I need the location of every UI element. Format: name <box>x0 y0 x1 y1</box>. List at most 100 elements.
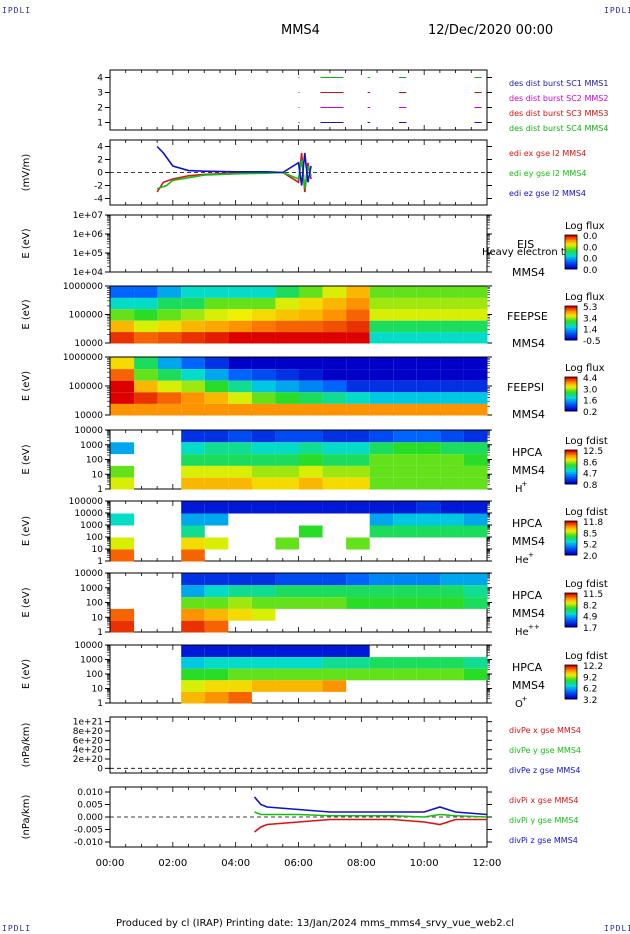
y-tick-label: -4 <box>94 195 103 205</box>
heatmap-cell <box>322 454 347 466</box>
y-tick-label: 100 <box>86 456 103 466</box>
colorbar-swatch <box>565 329 577 332</box>
heatmap-cell <box>299 465 323 478</box>
heatmap-cell <box>393 513 417 526</box>
heatmap-cell <box>369 430 394 443</box>
heatmap-cell <box>463 477 488 490</box>
heatmap-cell <box>134 286 158 298</box>
colorbar-swatch <box>565 695 577 698</box>
heatmap-cell <box>275 465 299 478</box>
heatmap-cell <box>416 369 441 381</box>
colorbar-swatch <box>565 245 577 248</box>
y-tick-label: 0 <box>97 169 103 179</box>
colorbar-swatch <box>565 451 577 454</box>
heatmap-cell <box>299 442 323 455</box>
legend-entry: des dist burst SC2 MMS2 <box>509 94 608 103</box>
heatmap-cell <box>393 477 417 490</box>
heatmap-cell <box>393 309 417 321</box>
heatmap-cell <box>204 286 229 298</box>
heatmap-cell <box>110 465 135 478</box>
heatmap-cell <box>157 332 182 344</box>
corner-label-bl: IPDLI <box>2 924 32 933</box>
y-tick-label: 1000000 <box>63 353 103 363</box>
date-title: 12/Dec/2020 00:00 <box>428 23 554 38</box>
heatmap-cell <box>346 332 370 344</box>
heatmap-cell <box>463 442 488 455</box>
heatmap-cell <box>204 657 229 669</box>
heatmap-cell <box>228 392 252 404</box>
heatmap-cell <box>228 573 252 586</box>
colorbar-title: Log fdist <box>565 651 608 662</box>
heatmap-cell <box>228 465 252 478</box>
heatmap-cell <box>228 442 252 455</box>
colorbar-tick-label: 8.2 <box>583 601 597 611</box>
heatmap-cell <box>346 442 370 455</box>
heatmap-cell <box>346 320 370 333</box>
colorbar-swatch <box>565 334 577 338</box>
colorbar-tick-label: 8.5 <box>583 529 597 539</box>
colorbar-tick-label: 5.2 <box>583 541 597 551</box>
legend-entry: divPe y gse MMS4 <box>509 746 581 755</box>
colorbar-tick-label: 4.7 <box>583 470 597 480</box>
heatmap-cell <box>251 286 276 298</box>
heatmap-cell <box>393 430 417 443</box>
heatmap-cell <box>181 597 205 609</box>
colorbar-swatch <box>565 390 577 393</box>
legend-entry: des dist burst SC3 MMS3 <box>509 109 608 118</box>
heatmap-cell <box>440 380 464 393</box>
series-line <box>254 811 488 818</box>
colorbar-swatch <box>565 404 577 407</box>
colorbar-frame <box>564 234 578 270</box>
colorbar-swatch <box>565 265 577 268</box>
colorbar-swatch <box>565 263 577 267</box>
heatmap-cell <box>134 403 158 416</box>
heatmap-cell <box>275 454 299 466</box>
heatmap-cell <box>181 403 205 416</box>
heatmap-cell <box>181 454 205 466</box>
colorbar-swatch <box>565 521 577 524</box>
colorbar-swatch <box>565 598 577 601</box>
heatmap-cell <box>393 573 417 586</box>
y-tick-label: 10 <box>92 545 104 555</box>
heatmap-cell <box>134 369 158 381</box>
spacecraft-label: MMS4 <box>512 337 545 350</box>
colorbar-tick-label: 0.0 <box>583 243 598 253</box>
heatmap-cell <box>134 297 158 310</box>
heatmap-cell <box>346 501 370 514</box>
heatmap-cell <box>299 501 323 514</box>
heatmap-cell <box>134 380 158 393</box>
y-tick-label: 1e+04 <box>73 268 104 278</box>
heatmap-cell <box>157 403 182 416</box>
heatmap-cell <box>393 392 417 404</box>
colorbar-swatch <box>565 333 577 336</box>
colorbar-tick-label: 6.2 <box>583 685 597 695</box>
heatmap-cell <box>346 585 370 598</box>
heatmap-cell <box>181 645 205 658</box>
heatmap-cell <box>204 309 229 321</box>
colorbar-swatch <box>565 673 577 676</box>
heatmap-cell <box>393 403 417 416</box>
heatmap-cell <box>463 392 488 404</box>
colorbar-swatch <box>565 676 577 680</box>
y-tick-label: 100000 <box>69 382 104 392</box>
species-label: H <box>515 484 523 495</box>
colorbar-swatch <box>565 328 577 331</box>
colorbar-tick-label: 1.7 <box>583 624 597 634</box>
colorbar-title: Log flux <box>565 363 605 374</box>
heatmap-cell <box>322 585 347 598</box>
heatmap-cell <box>369 477 394 490</box>
heatmap-cell <box>463 332 488 344</box>
heatmap-cell <box>275 332 299 344</box>
colorbar-tick-label: 12.2 <box>583 662 603 672</box>
y-tick-label: 1e+06 <box>73 230 104 240</box>
heatmap-cell <box>440 597 464 609</box>
x-tick-label: 04:00 <box>221 858 250 869</box>
colorbar-tick-label: 4.4 <box>583 374 598 384</box>
heatmap-cell <box>181 680 205 692</box>
y-tick-label: 6e+20 <box>73 736 104 746</box>
heatmap-cell <box>393 501 417 514</box>
colorbar-tick-label: 1.6 <box>583 397 598 407</box>
heatmap-cell <box>228 332 252 344</box>
colorbar-swatch <box>565 253 577 256</box>
heatmap-cell <box>110 608 135 621</box>
